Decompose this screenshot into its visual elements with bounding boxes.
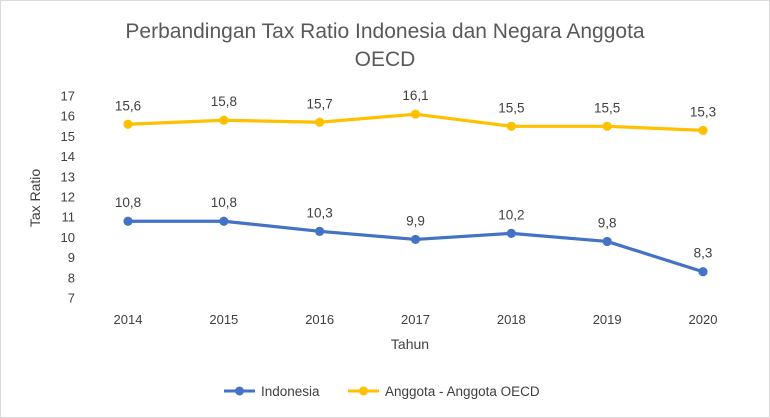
legend: Indonesia Anggota - Anggota OECD [224,384,540,399]
x-tick-label: 2020 [689,312,718,327]
legend-marker-oecd [359,386,368,396]
y-tick-label: 15 [61,129,75,144]
y-tick-label: 14 [61,149,75,164]
data-label-oecd: 15,6 [115,98,141,113]
y-tick-label: 11 [62,210,76,225]
x-tick-label: 2015 [209,312,238,327]
data-label-oecd: 15,5 [498,100,524,115]
y-tick-label: 9 [68,250,75,265]
x-tick-label: 2016 [305,312,334,327]
legend-marker-indonesia [235,386,244,396]
data-label-oecd: 15,3 [690,104,716,119]
data-label-oecd: 16,1 [402,88,428,103]
y-tick-label: 8 [68,270,75,285]
legend-item-indonesia: Indonesia [224,384,320,399]
data-point-oecd [410,109,421,119]
data-point-oecd [123,119,133,129]
y-tick-label: 7 [68,291,75,306]
y-tick-label: 12 [61,190,75,205]
x-tick-label: 2014 [114,312,143,327]
data-label-oecd: 15,7 [307,96,333,111]
data-point-indonesia [698,267,708,277]
data-point-oecd [219,115,229,125]
legend-item-oecd: Anggota - Anggota OECD [348,384,540,399]
data-label-oecd: 15,5 [594,100,620,115]
data-point-indonesia [315,226,325,236]
y-tick-label: 16 [61,109,75,124]
data-point-indonesia [219,216,229,226]
data-label-oecd: 15,8 [211,94,237,109]
data-label-indonesia: 9,8 [598,215,617,230]
data-point-indonesia [410,234,421,245]
data-point-oecd [315,117,325,127]
legend-label-indonesia: Indonesia [261,384,320,399]
y-tick-label: 17 [61,89,75,104]
chart-title-line-2: OECD [355,48,416,71]
data-label-indonesia: 10,8 [115,195,141,210]
data-label-indonesia: 8,3 [694,246,713,261]
data-point-indonesia [123,216,133,226]
y-tick-label: 13 [61,169,75,184]
data-point-oecd [506,121,516,131]
data-point-indonesia [602,236,612,247]
data-label-indonesia: 9,9 [406,213,425,228]
data-point-indonesia [506,228,516,238]
x-axis-title: Tahun [391,336,429,352]
y-axis: 7 8 9 10 11 12 13 14 15 16 17 [61,89,75,306]
x-tick-label: 2018 [497,312,526,327]
chart-title: Perbandingan Tax Ratio Indonesia dan Neg… [125,20,644,71]
data-label-indonesia: 10,8 [211,195,237,210]
data-label-indonesia: 10,2 [498,207,524,222]
series-line-indonesia [126,219,705,274]
x-tick-label: 2019 [593,312,622,327]
y-axis-title: Tax Ratio [27,169,43,228]
chart-title-line-1: Perbandingan Tax Ratio Indonesia dan Neg… [125,20,644,43]
data-label-indonesia: 10,3 [307,205,333,220]
data-point-oecd [698,125,708,135]
data-point-oecd [602,121,612,131]
y-tick-label: 10 [61,230,75,245]
legend-label-oecd: Anggota - Anggota OECD [385,384,540,399]
plot-area: 2014 2015 2016 2017 2018 2019 2020 10,8 10,8 10,3… [114,88,718,327]
x-tick-label: 2017 [401,312,430,327]
